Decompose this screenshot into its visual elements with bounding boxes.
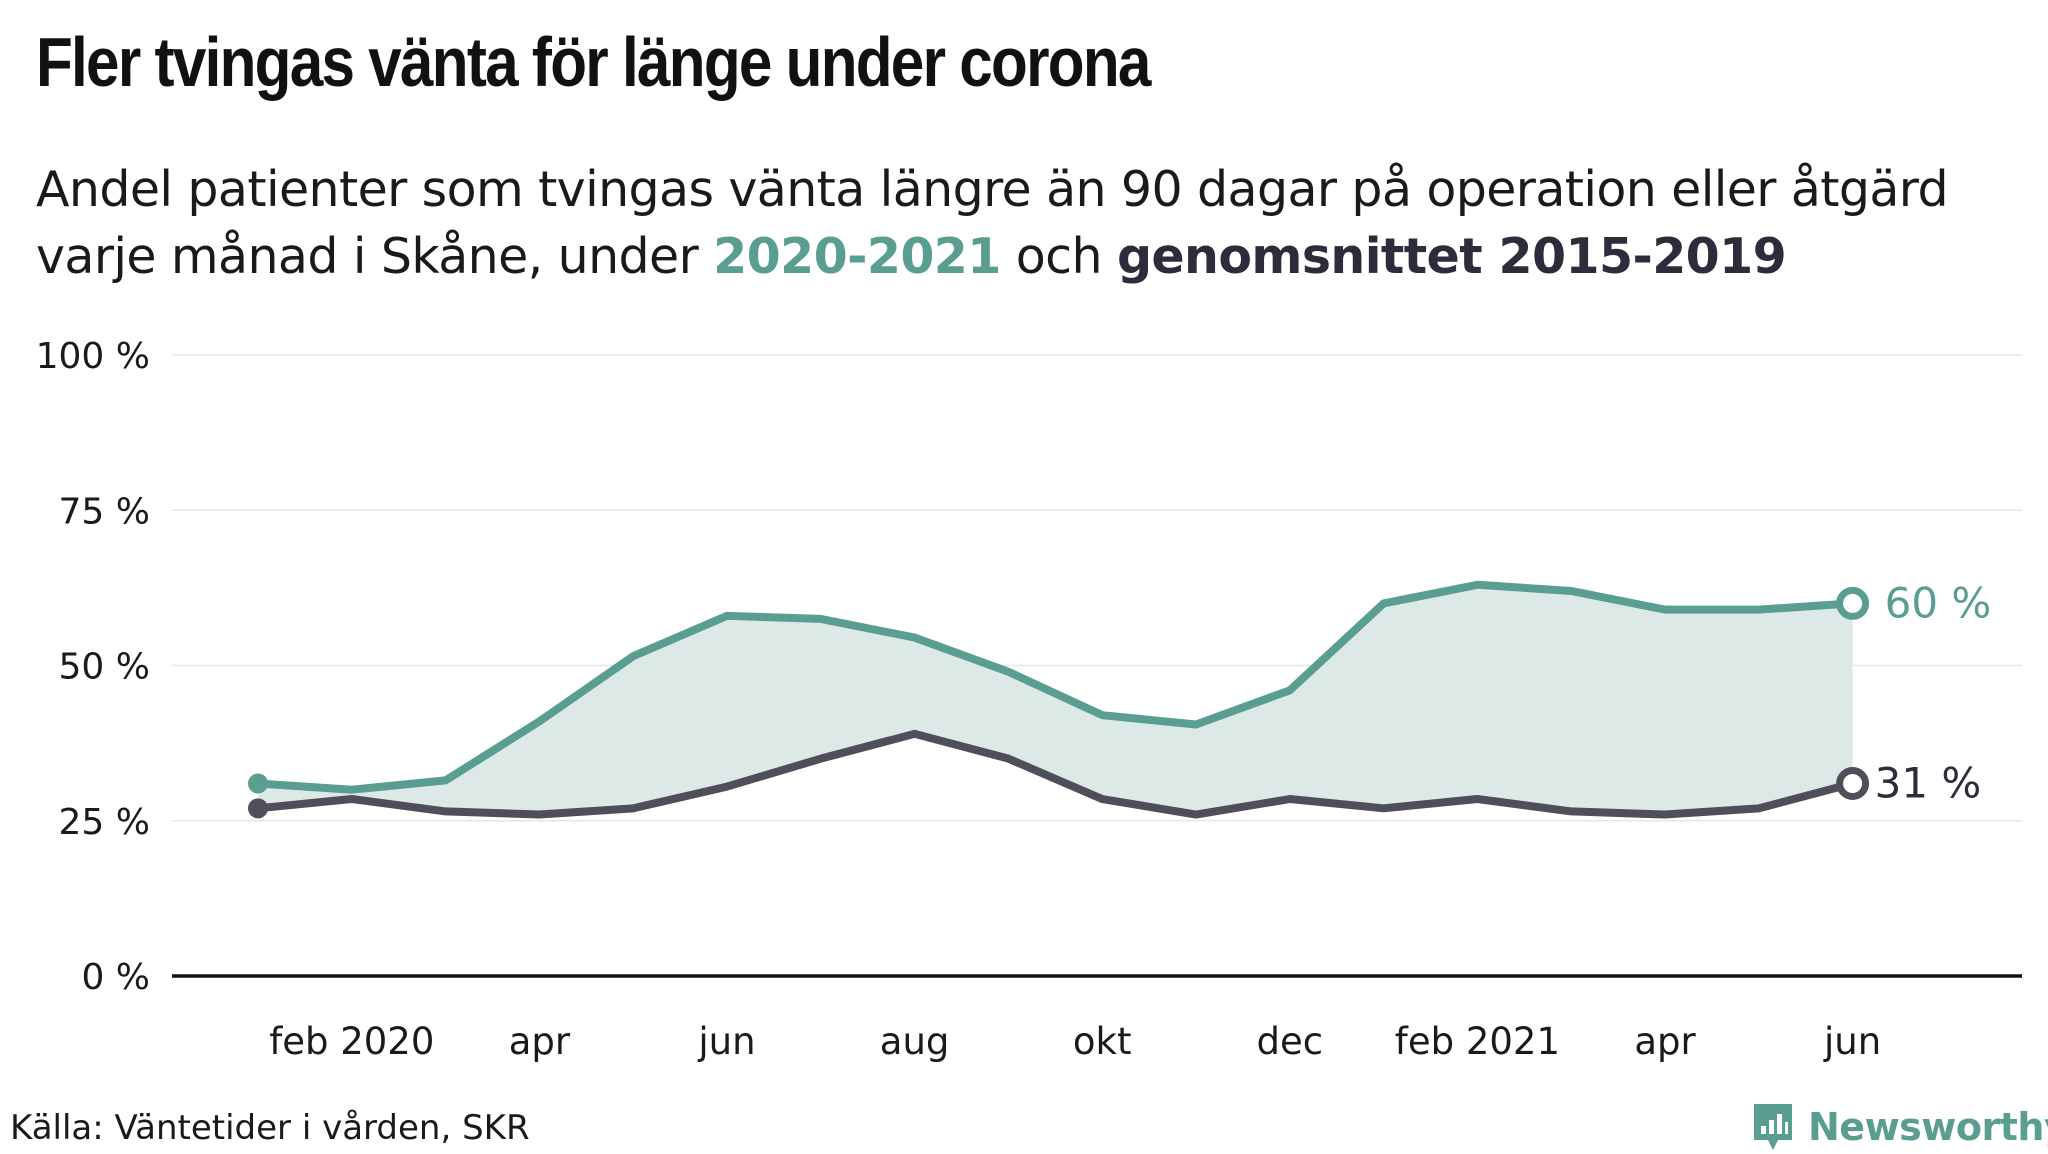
x-tick-label: jun [697, 1020, 755, 1063]
x-tick-label: jun [1823, 1020, 1881, 1063]
series-line-series_2020_2021 [254, 580, 1857, 794]
x-tick-label: okt [1073, 1020, 1132, 1063]
y-tick-label: 100 % [36, 336, 150, 377]
end-marker-series_avg [1836, 766, 1870, 800]
grid-layer [172, 354, 2022, 822]
y-tick-label: 75 % [59, 491, 150, 532]
x-tick-label: feb 2020 [269, 1020, 434, 1063]
x-tick-label: dec [1257, 1020, 1324, 1063]
y-tick-label: 0 % [81, 957, 150, 998]
subtitle-highlight-average: genomsnittet 2015-2019 [1116, 228, 1787, 285]
label-layer: 0 % 25 % 50 % 75 % 100 % feb 2020 apr jun aug okt… [36, 336, 1992, 1063]
subtitle-line1: Andel patienter som tvingas vänta längre… [36, 161, 1949, 218]
chart-title: Fler tvingas vänta för länge under coron… [36, 23, 1151, 101]
end-label-series_avg: 31 % [1875, 758, 1982, 807]
brand-name: Newsworthy [1808, 1105, 2048, 1149]
fill-layer [258, 584, 1853, 815]
start-marker-series_2020_2021 [248, 773, 268, 794]
brand-logo: Newsworthy [1750, 1100, 2048, 1154]
end-marker-series_2020_2021 [1836, 586, 1870, 620]
chart-subtitle: Andel patienter som tvingas vänta längre… [36, 156, 2036, 290]
subtitle-highlight-2020-2021: 2020-2021 [713, 228, 1001, 285]
subtitle-line2-prefix: varje månad i Skåne, under [36, 228, 714, 285]
subtitle-middle: och [1000, 228, 1117, 285]
source-note: Källa: Väntetider i vården, SKR [10, 1108, 530, 1148]
y-tick-label: 50 % [59, 647, 150, 688]
start-marker-series_avg [248, 798, 268, 819]
x-tick-label: aug [880, 1020, 950, 1063]
x-tick-label: feb 2021 [1395, 1020, 1560, 1063]
x-tick-label: apr [509, 1020, 571, 1063]
newsworthy-logo-icon [1754, 1104, 1792, 1150]
difference-area [258, 584, 1853, 815]
marker-layer [248, 586, 1870, 819]
end-label-series_2020_2021: 60 % [1885, 578, 1992, 627]
y-tick-label: 25 % [59, 802, 150, 843]
series-line-series_avg [254, 729, 1857, 819]
line-layer [254, 580, 1857, 819]
x-tick-label: apr [1634, 1020, 1696, 1063]
